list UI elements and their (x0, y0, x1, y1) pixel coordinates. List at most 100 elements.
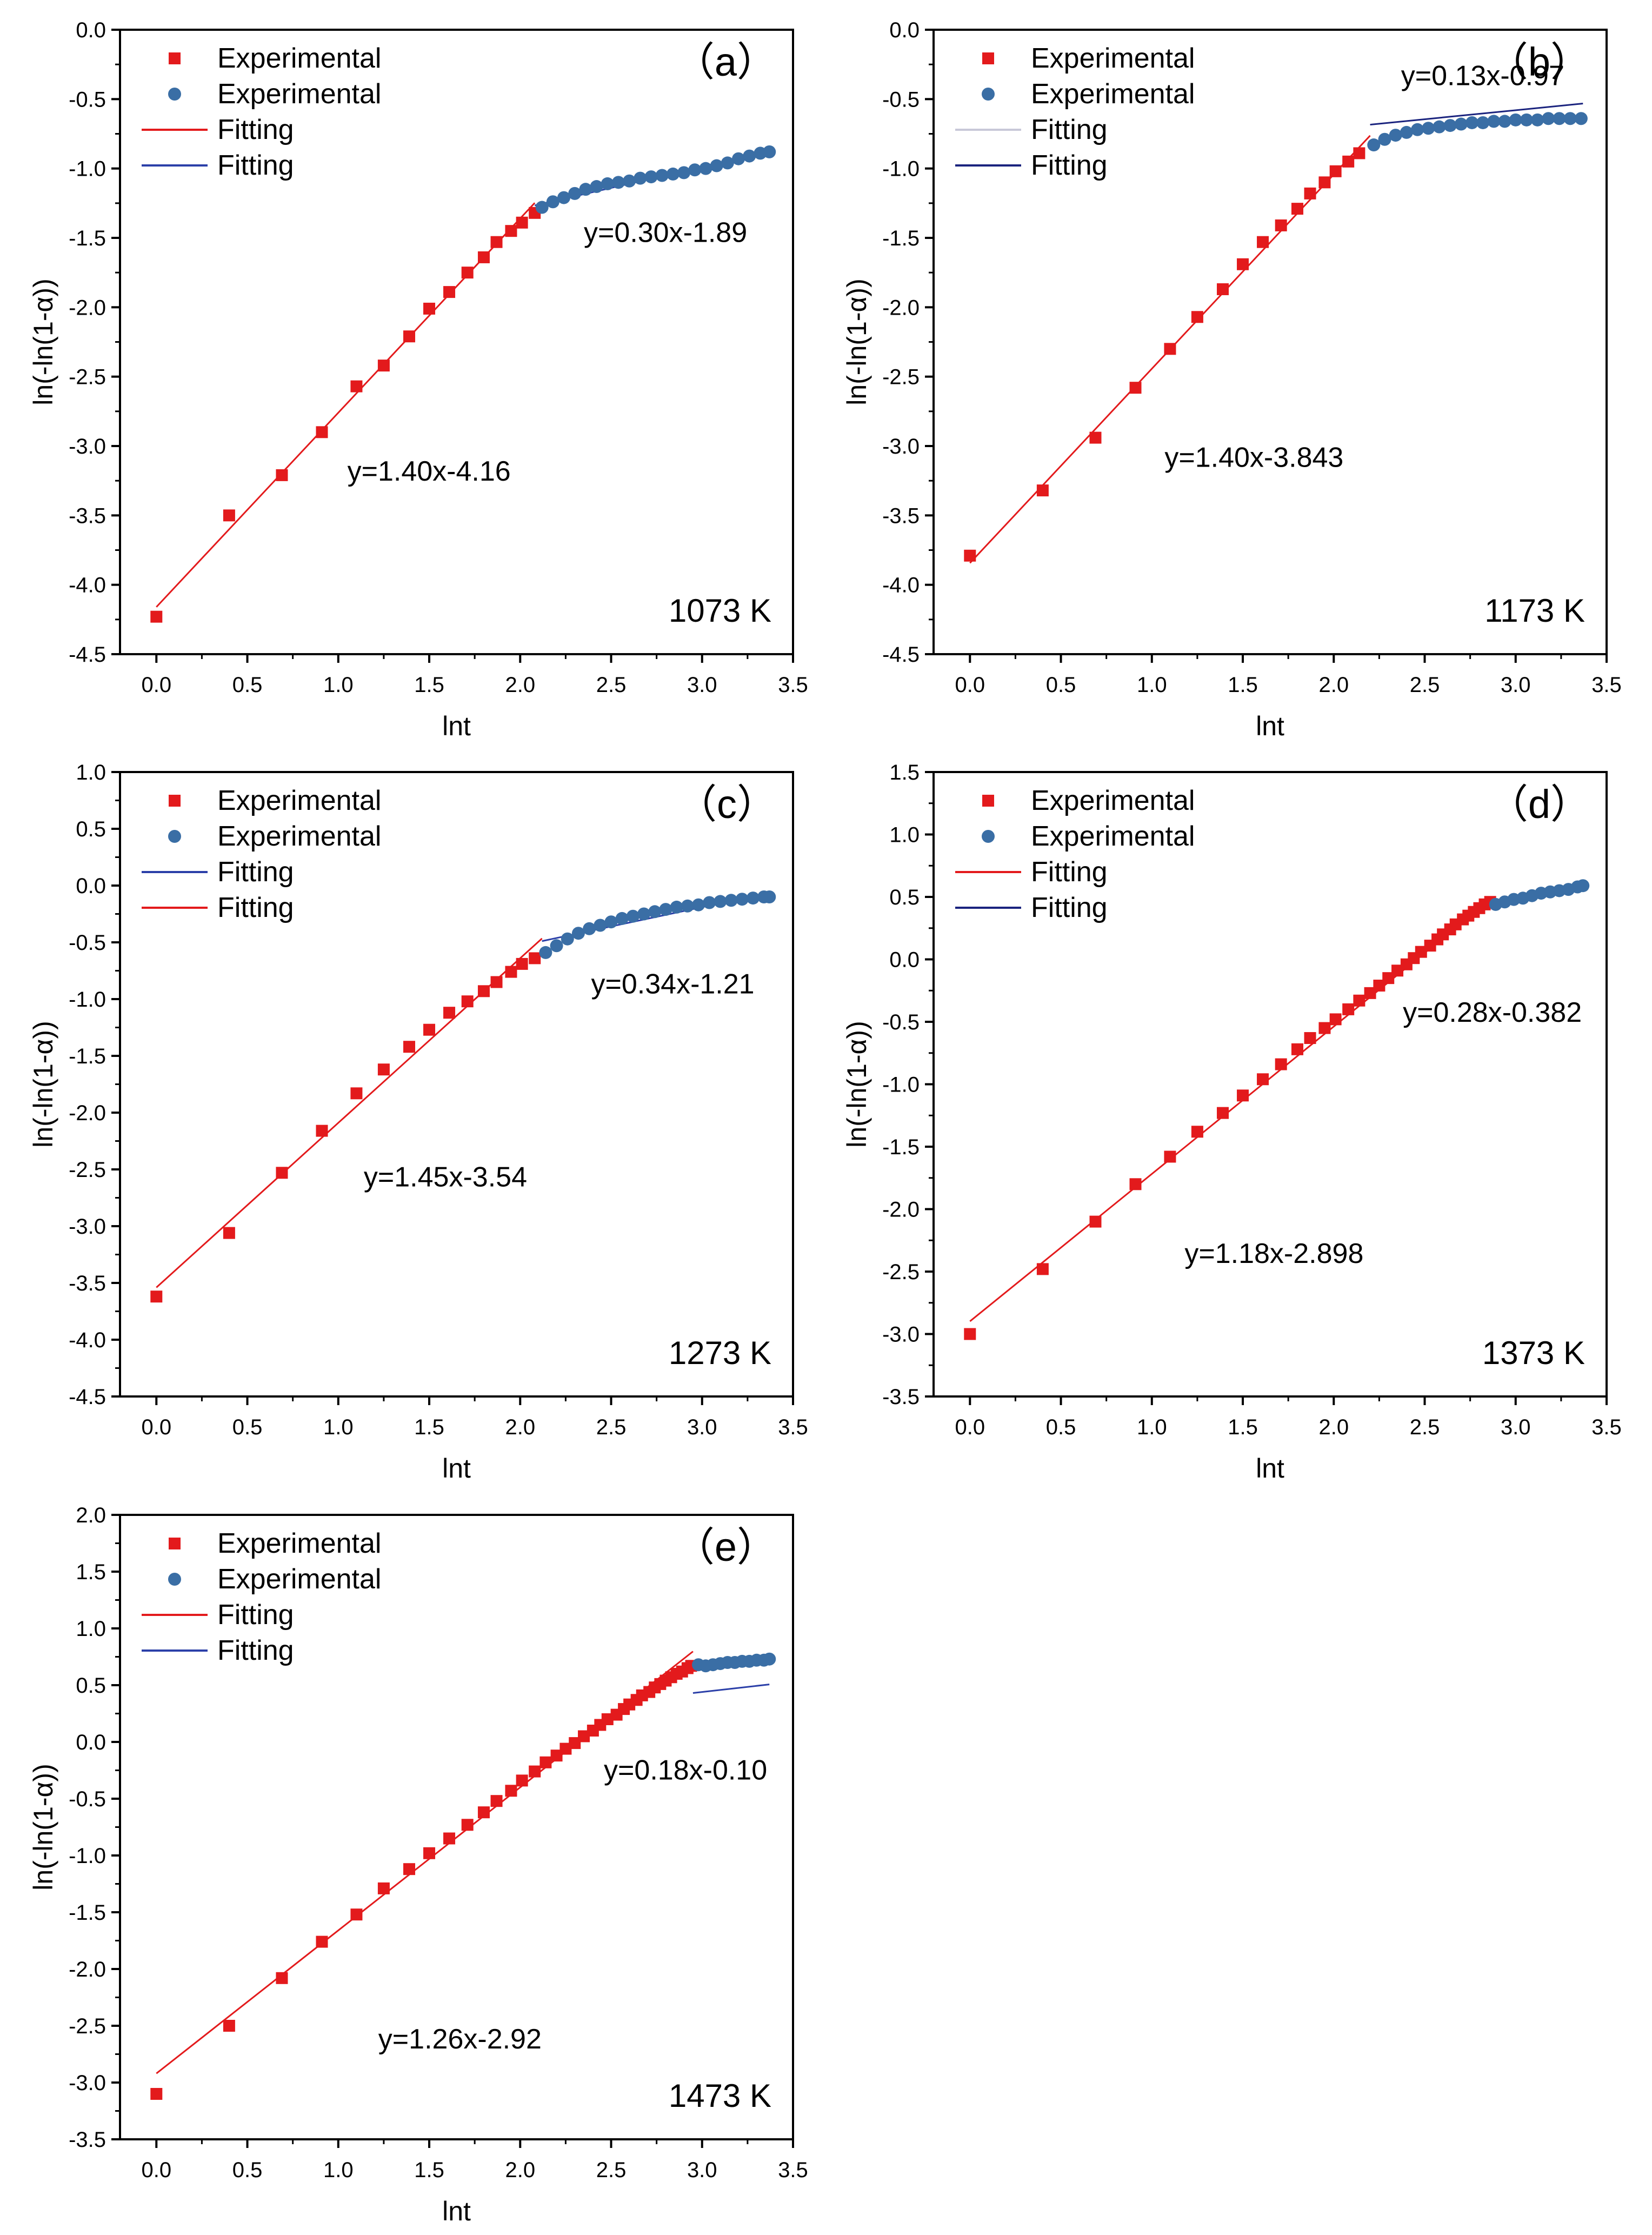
legend-label: Fitting (217, 856, 294, 888)
fit-line-2 (1370, 103, 1583, 126)
y-axis-title: ln(-ln(1-α)) (842, 1021, 872, 1147)
x-tick-label: 1.5 (1228, 1415, 1258, 1439)
data-point-square (1237, 258, 1249, 270)
x-tick-label: 2.5 (1410, 1415, 1440, 1439)
data-point-circle (1367, 138, 1381, 152)
data-point-square (150, 1291, 163, 1303)
data-point-circle (677, 166, 691, 179)
data-point-square (350, 1908, 363, 1921)
data-point-circle (763, 145, 776, 158)
temperature-label: 1473 K (669, 2078, 771, 2114)
data-point-square (377, 360, 390, 372)
y-tick-label: -2.0 (882, 296, 920, 320)
y-tick-label: -2.0 (69, 1958, 106, 1981)
data-point-square (964, 549, 976, 562)
x-tick-label: 2.5 (596, 1415, 627, 1439)
y-tick-label: -0.5 (69, 1787, 106, 1811)
data-point-square (529, 1765, 541, 1778)
x-tick-label: 3.0 (687, 1415, 717, 1439)
data-point-circle (732, 152, 745, 165)
data-point-circle (724, 894, 738, 907)
data-point-square (505, 1785, 517, 1797)
legend-label: Experimental (217, 78, 381, 110)
x-axis-title: lnt (442, 2196, 471, 2226)
y-tick-label: -1.0 (882, 157, 920, 181)
data-point-circle (666, 167, 680, 181)
y-tick-label: 1.0 (76, 761, 106, 784)
x-tick-label: 1.5 (414, 1415, 444, 1439)
data-point-square (505, 225, 517, 237)
data-point-square (1391, 964, 1404, 977)
data-point-square (1342, 155, 1355, 168)
data-point-square (477, 251, 490, 263)
data-point-square (550, 1750, 563, 1762)
data-point-circle (535, 201, 549, 214)
y-tick-label: -3.5 (69, 1272, 106, 1295)
y-tick-label: -1.0 (69, 988, 106, 1012)
data-point-circle (571, 927, 585, 940)
data-point-circle (710, 159, 723, 172)
y-tick-label: -1.5 (882, 1135, 920, 1159)
data-point-square (559, 1742, 572, 1755)
data-point-circle (714, 895, 727, 908)
x-tick-label: 0.5 (232, 673, 263, 697)
x-tick-label: 3.0 (1501, 673, 1531, 697)
legend-label: Fitting (1031, 892, 1108, 923)
data-point-circle (1553, 112, 1566, 125)
data-point-square (403, 1041, 416, 1053)
data-point-square (1191, 1126, 1203, 1138)
data-point-square (1342, 1003, 1355, 1015)
legend-label: Fitting (217, 1635, 294, 1666)
y-axis-title: ln(-ln(1-α)) (28, 278, 58, 405)
y-tick-label: 0.5 (76, 817, 106, 841)
x-tick-label: 2.0 (505, 673, 535, 697)
x-tick-label: 3.0 (1501, 1415, 1531, 1439)
y-tick-label: 0.0 (76, 18, 106, 42)
x-tick-label: 0.0 (141, 1415, 171, 1439)
data-point-circle (1520, 113, 1533, 127)
panel-label: （d） (1488, 782, 1590, 827)
data-point-circle (604, 915, 618, 929)
legend-label: Experimental (217, 1564, 381, 1595)
data-point-circle (1411, 123, 1424, 136)
y-tick-label: 0.5 (76, 1674, 106, 1698)
y-tick-label: -3.0 (69, 1215, 106, 1239)
data-point-circle (1454, 117, 1468, 131)
data-point-square (276, 1167, 288, 1179)
y-tick-label: 1.0 (76, 1617, 106, 1641)
x-tick-label: 1.5 (414, 2158, 444, 2182)
data-point-square (477, 985, 490, 997)
data-point-circle (735, 893, 749, 906)
x-tick-label: 3.5 (1591, 673, 1622, 697)
data-point-square (569, 1737, 581, 1750)
legend-label: Fitting (217, 114, 294, 145)
data-point-square (1415, 946, 1427, 958)
legend-label: Experimental (217, 821, 381, 852)
y-tick-label: 1.5 (76, 1560, 106, 1584)
data-point-circle (1476, 116, 1490, 129)
y-tick-label: -0.5 (69, 88, 106, 111)
legend-marker-square (169, 1538, 181, 1549)
data-point-circle (539, 946, 552, 959)
data-point-circle (626, 909, 640, 923)
legend-marker-circle (168, 1573, 181, 1586)
data-point-circle (721, 156, 734, 170)
data-point-square (516, 216, 528, 229)
y-tick-label: -0.5 (882, 88, 920, 111)
data-point-square (1291, 203, 1303, 215)
data-point-square (1364, 987, 1376, 999)
temperature-label: 1273 K (669, 1335, 771, 1371)
data-point-square (403, 1863, 416, 1875)
fit-equation-label: y=0.30x-1.89 (584, 217, 747, 249)
x-tick-label: 2.0 (505, 2158, 535, 2182)
data-point-square (1275, 1058, 1287, 1070)
data-point-circle (1542, 112, 1555, 125)
y-tick-label: -1.0 (69, 1844, 106, 1868)
data-point-circle (1563, 112, 1577, 125)
legend-label: Fitting (217, 150, 294, 181)
data-point-circle (692, 898, 705, 912)
data-point-square (223, 1227, 235, 1239)
x-tick-label: 0.5 (232, 2158, 263, 2182)
data-point-circle (1400, 125, 1413, 139)
